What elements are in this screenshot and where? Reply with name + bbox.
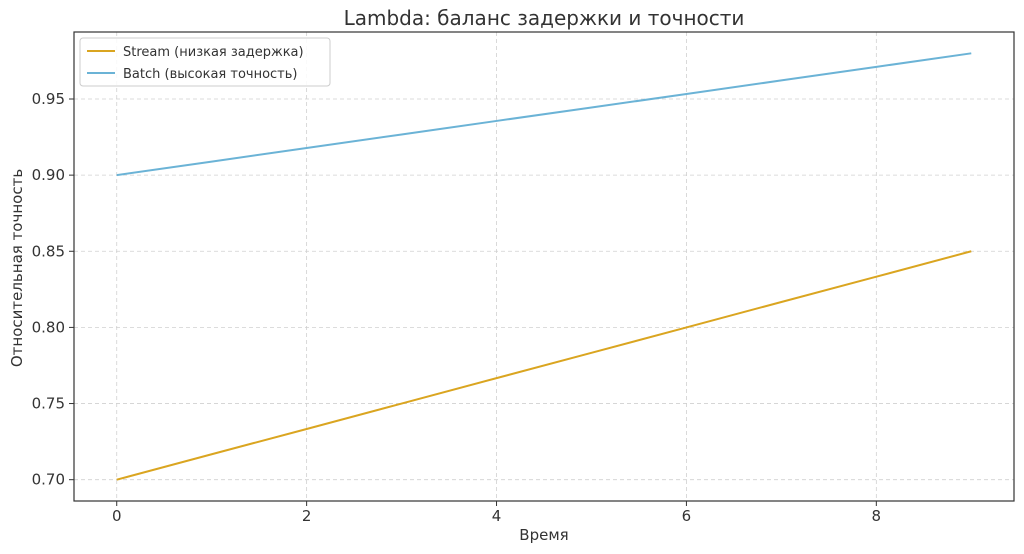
- plot-frame: [73, 31, 1015, 502]
- legend-label-batch: Batch (высокая точность): [123, 67, 297, 82]
- series-line-batch: [116, 52, 972, 177]
- y-axis-ticks: 0.70 0.75 0.80 0.85 0.90 0.95: [32, 90, 74, 489]
- x-tick-label: 8: [872, 507, 882, 525]
- x-tick-label: 0: [112, 507, 122, 525]
- x-tick-label: 6: [682, 507, 692, 525]
- x-tick-label: 2: [302, 507, 312, 525]
- y-tick-label: 0.95: [32, 90, 65, 108]
- series-line-stream: [116, 250, 972, 481]
- x-tick-label: 4: [492, 507, 502, 525]
- y-tick-label: 0.90: [32, 166, 65, 184]
- x-axis-label: Время: [519, 526, 568, 544]
- legend: Stream (низкая задержка) Batch (высокая …: [79, 37, 331, 87]
- x-axis-ticks: 0 2 4 6 8: [112, 501, 881, 525]
- y-tick-label: 0.70: [32, 471, 65, 489]
- legend-label-stream: Stream (низкая задержка): [123, 45, 304, 60]
- y-axis-label: Относительная точность: [8, 169, 26, 367]
- chart-title: Lambda: баланс задержки и точности: [344, 6, 745, 30]
- legend-box: [79, 37, 331, 87]
- series-lines: [116, 52, 972, 481]
- y-tick-label: 0.85: [32, 242, 65, 260]
- y-tick-label: 0.75: [32, 395, 65, 413]
- y-tick-label: 0.80: [32, 318, 65, 336]
- grid: [74, 32, 1014, 501]
